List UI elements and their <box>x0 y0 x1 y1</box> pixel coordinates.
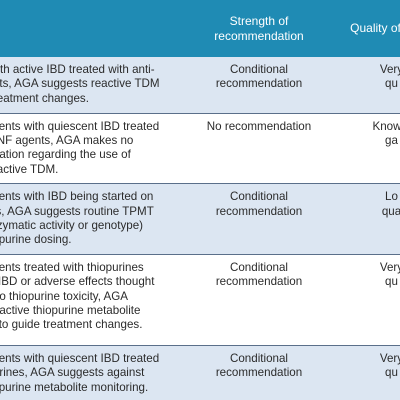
strength-cell: Conditional recommendation <box>189 345 329 400</box>
table-row: patients with IBD being started onines, … <box>0 183 400 255</box>
statement-line: ing to guide treatment changes. <box>0 318 143 332</box>
statement-line: ive IBD or adverse effects thought <box>0 275 155 289</box>
statement-cell: patients with IBD being started onines, … <box>0 183 189 255</box>
statement-line: (enzymatic activity or genotype) <box>0 218 144 232</box>
statement-line: o treatment changes. <box>0 91 89 105</box>
header-quality: Quality of evide <box>350 21 400 35</box>
header-strength: Strength of recommendation <box>214 13 304 43</box>
quality-line: qua <box>381 204 400 218</box>
statement-line: patients with quiescent IBD treated <box>0 119 160 133</box>
statement-line: opurines, AGA suggests against <box>0 366 145 380</box>
quality-cell: Veryqu <box>329 345 400 400</box>
statement-cell: patients treated with thiopurinesive IBD… <box>0 254 189 346</box>
statement-line: s reactive thiopurine metabolite <box>0 303 141 317</box>
table-body: s with active IBD treated with anti-gent… <box>0 57 400 400</box>
strength-cell: Conditional recommendation <box>189 57 329 114</box>
quality-line: qu <box>385 275 398 289</box>
strength-cell: Conditional recommendation <box>189 183 329 255</box>
quality-line: Very <box>379 260 400 274</box>
statement-line: proactive TDM. <box>0 162 59 176</box>
statement-line: ti-TNF agents, AGA makes no <box>0 133 134 147</box>
quality-cell: Veryqu <box>329 254 400 346</box>
statement-line: thiopurine metabolite monitoring. <box>0 380 149 394</box>
quality-cell: Veryqu <box>329 57 400 114</box>
quality-line: ga <box>385 133 398 147</box>
strength-cell: No recommendation <box>189 113 329 185</box>
header-statement: ent <box>0 0 189 57</box>
table-header: ent Strength of recommendation Quality o… <box>0 0 400 57</box>
quality-cell: Knowlega <box>329 113 400 185</box>
quality-cell: Lo qua <box>329 183 400 255</box>
statement-cell: patients with quiescent IBD treatedti-TN… <box>0 113 189 185</box>
strength-cell: Conditional recommendation <box>189 254 329 346</box>
statement-line: ue to thiopurine toxicity, AGA <box>0 289 129 303</box>
statement-line: endation regarding the use of <box>0 148 131 162</box>
statement-line: patients with IBD being started on <box>0 190 154 204</box>
quality-line: Very <box>379 63 400 76</box>
statement-line: s with active IBD treated with anti- <box>0 63 155 76</box>
quality-line: qu <box>385 77 398 91</box>
statement-line: gents, AGA suggests reactive TDM <box>0 77 160 91</box>
table-row: patients treated with thiopurinesive IBD… <box>0 254 400 346</box>
statement-cell: s with active IBD treated with anti-gent… <box>0 57 189 114</box>
quality-line: Very <box>379 351 400 365</box>
header-row: ent Strength of recommendation Quality o… <box>0 0 400 57</box>
statement-line: ines, AGA suggests routine TPMT <box>0 204 154 218</box>
table-row: patients with quiescent IBD treatedti-TN… <box>0 113 400 185</box>
statement-line: patients treated with thiopurines <box>0 260 144 274</box>
table-row: patients with quiescent IBD treatedopuri… <box>0 345 400 400</box>
quality-line: qu <box>385 366 398 380</box>
statement-cell: patients with quiescent IBD treatedopuri… <box>0 345 189 400</box>
table-row: s with active IBD treated with anti-gent… <box>0 57 400 114</box>
quality-line: Knowle <box>372 119 400 133</box>
quality-line: Lo <box>385 190 398 204</box>
statement-line: thiopurine dosing. <box>0 233 72 247</box>
statement-line: patients with quiescent IBD treated <box>0 351 160 365</box>
